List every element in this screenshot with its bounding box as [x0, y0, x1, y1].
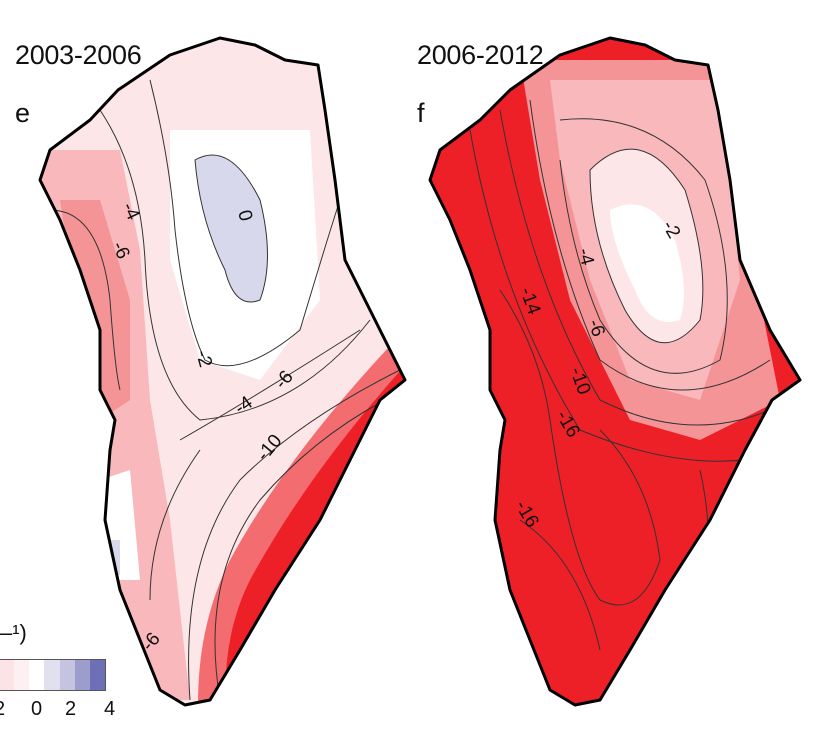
coastline: [38, 36, 407, 707]
colorbar-tick: 4: [104, 698, 116, 720]
coastline: [428, 36, 802, 707]
colorbar-swatch: [14, 660, 30, 690]
colorbar-swatch: [59, 660, 75, 690]
colorbar-swatch: [89, 660, 105, 690]
panel-letter: f: [417, 98, 425, 128]
panel-title: 2006-2012: [417, 40, 544, 70]
colorbar-tick: 2: [65, 698, 77, 720]
contour-label: -2: [191, 348, 216, 370]
colorbar-swatch: [29, 660, 45, 690]
panel-e: 2003-2006 e 0 -2 -4 -: [15, 36, 407, 707]
colorbar-tick: 0: [31, 698, 43, 720]
contour-label: 0: [233, 208, 256, 224]
colorbar-tick: 2: [0, 698, 5, 721]
contour-label: -6: [583, 317, 609, 340]
colorbar-swatch: [0, 660, 15, 690]
greenland-map-e: 0 -2 -4 -4 -6 -6 -6 -10: [38, 36, 407, 707]
colorbar-swatch: [74, 660, 90, 690]
colorbar-unit-label: –¹): [0, 620, 27, 645]
colorbar-swatch: [44, 660, 60, 690]
contour-label: -4: [573, 246, 598, 268]
greenland-map-f: -2 -4 -6 -10 -14 -16 -16: [428, 36, 802, 707]
colorbar: [0, 659, 106, 691]
panel-title: 2003-2006: [15, 40, 142, 70]
panel-f: 2006-2012 f -2 -4 -6 -10 -14 -16: [400, 0, 838, 744]
panel-letter: e: [15, 98, 31, 128]
